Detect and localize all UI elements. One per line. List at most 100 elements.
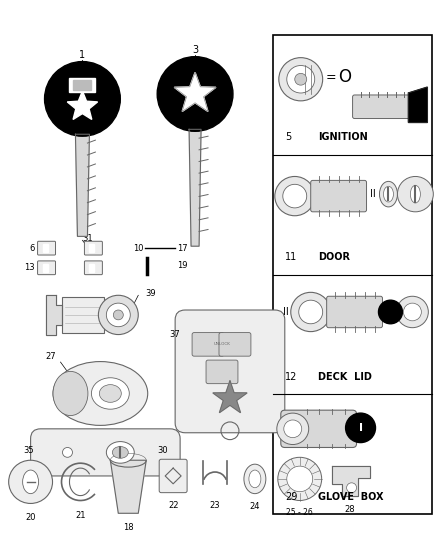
Circle shape [403,303,421,321]
Text: O: O [338,68,351,86]
Text: 28: 28 [344,505,355,514]
Text: 22: 22 [168,500,178,510]
FancyBboxPatch shape [281,410,357,448]
Circle shape [157,56,233,131]
Text: 37: 37 [170,330,180,339]
Ellipse shape [249,470,261,488]
Circle shape [284,420,302,438]
FancyBboxPatch shape [38,241,56,255]
Text: 23: 23 [210,502,220,511]
Text: 3: 3 [192,45,198,55]
Circle shape [277,413,309,445]
Ellipse shape [410,185,420,203]
Circle shape [291,292,331,332]
Text: 35: 35 [23,446,34,455]
Polygon shape [67,91,98,119]
Circle shape [287,466,313,491]
Text: UNLOCK: UNLOCK [214,342,230,346]
Circle shape [275,176,314,216]
Circle shape [287,66,314,93]
Polygon shape [46,295,63,335]
Circle shape [279,58,323,101]
Polygon shape [408,87,427,123]
Text: GLOVE  BOX: GLOVE BOX [318,491,383,502]
Circle shape [299,300,323,324]
Text: 10: 10 [133,244,143,253]
Text: DOOR: DOOR [318,252,350,262]
Text: 19: 19 [177,261,187,270]
Ellipse shape [379,181,397,207]
Text: 30: 30 [157,446,168,455]
FancyBboxPatch shape [192,333,224,356]
Text: 31: 31 [82,234,93,243]
Text: II: II [370,189,375,199]
Ellipse shape [99,385,121,402]
Ellipse shape [244,464,266,494]
Text: =: = [325,71,336,84]
Ellipse shape [384,187,393,202]
Bar [42,264,48,272]
Bar [89,244,95,252]
Bar [74,80,92,90]
Bar [89,264,95,272]
Text: 17: 17 [177,244,188,253]
Circle shape [106,303,130,327]
Circle shape [63,448,72,457]
Polygon shape [75,134,89,236]
Text: 24: 24 [250,503,260,512]
Text: 20: 20 [25,513,36,522]
Text: 6: 6 [29,244,35,253]
Polygon shape [213,381,247,413]
Circle shape [396,296,428,328]
Circle shape [346,413,375,442]
Circle shape [378,300,403,324]
Text: II: II [283,307,289,317]
Text: 29: 29 [285,491,297,502]
Circle shape [346,483,357,492]
Text: 1: 1 [79,50,85,60]
FancyBboxPatch shape [38,261,56,274]
Circle shape [295,74,307,85]
Text: 27: 27 [46,352,56,361]
Circle shape [9,461,53,504]
FancyBboxPatch shape [353,95,411,118]
FancyBboxPatch shape [327,296,382,328]
Text: IGNITION: IGNITION [318,132,367,142]
Polygon shape [332,466,370,496]
Polygon shape [189,130,201,246]
Text: 11: 11 [285,252,297,262]
FancyBboxPatch shape [159,459,187,492]
Text: 39: 39 [145,289,156,298]
Text: 12: 12 [285,372,297,382]
Bar [42,244,48,252]
Text: 13: 13 [24,263,35,272]
Text: DECK  LID: DECK LID [318,372,371,382]
Circle shape [278,457,321,500]
Ellipse shape [92,378,129,409]
Ellipse shape [23,470,39,494]
FancyBboxPatch shape [85,241,102,255]
Ellipse shape [112,447,128,458]
Ellipse shape [106,442,134,463]
Polygon shape [110,461,146,513]
Circle shape [99,295,138,335]
FancyBboxPatch shape [31,429,180,476]
Circle shape [397,176,433,212]
Text: 5: 5 [285,132,291,142]
FancyBboxPatch shape [219,333,251,356]
Text: 25 - 26: 25 - 26 [286,508,313,518]
Bar [63,297,104,333]
Polygon shape [174,72,216,111]
FancyBboxPatch shape [206,360,238,384]
Circle shape [45,62,120,136]
Text: 21: 21 [75,511,86,520]
Circle shape [283,184,307,208]
Bar [70,78,95,92]
Ellipse shape [53,361,148,425]
FancyBboxPatch shape [85,261,102,274]
Text: I: I [359,423,363,433]
Bar [273,35,432,514]
Ellipse shape [53,372,88,416]
Circle shape [113,310,124,320]
FancyBboxPatch shape [311,180,367,212]
